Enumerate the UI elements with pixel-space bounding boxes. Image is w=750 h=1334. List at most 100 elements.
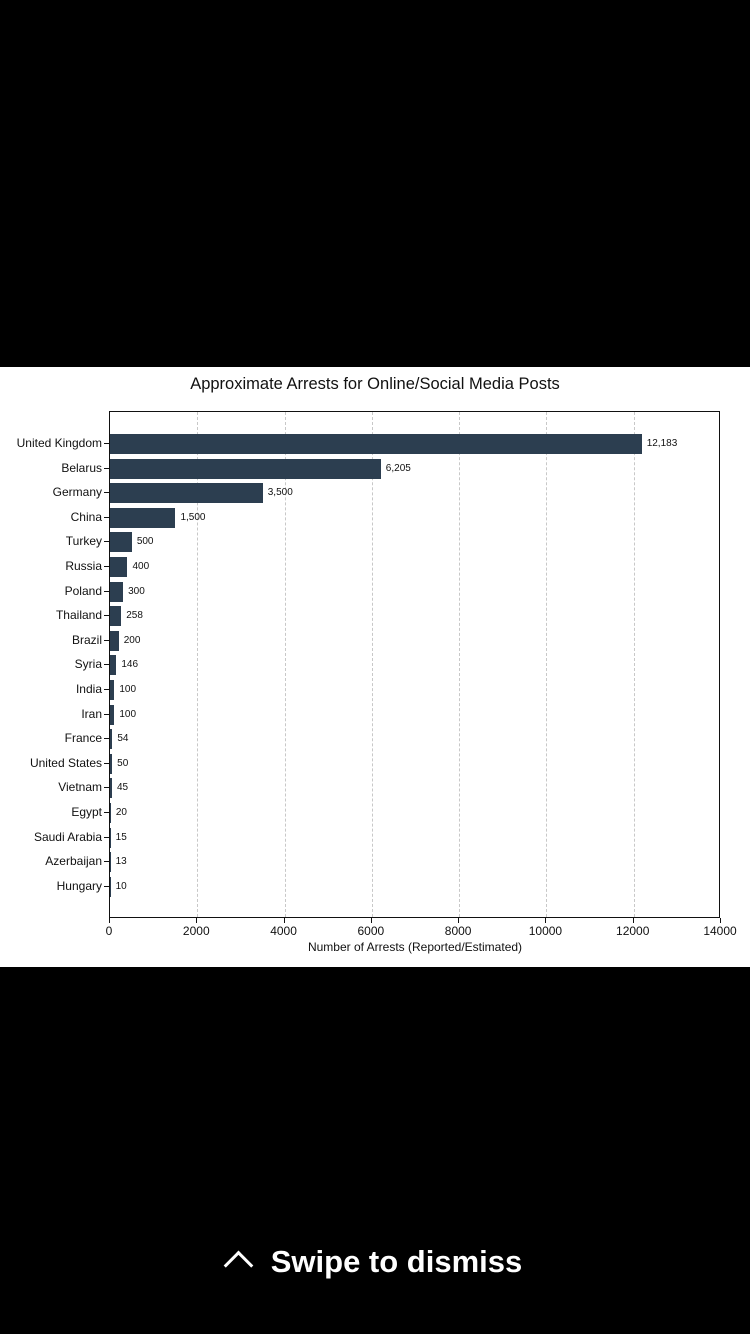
x-axis-label: Number of Arrests (Reported/Estimated) [307,940,523,954]
y-tick [104,762,109,764]
x-tick [283,918,285,923]
x-tick [109,918,110,923]
bar [110,434,642,454]
y-tick [104,590,109,592]
bar [110,876,111,897]
x-tick [458,918,460,923]
y-tick [104,541,109,543]
bar [110,803,111,823]
bar-value-label: 3,500 [267,487,293,499]
x-tick-label: 8000 [444,924,472,938]
bar [110,852,111,873]
y-tick-label: China [70,509,102,524]
bar-value-label: 1,500 [180,511,206,523]
y-tick-label: Germany [52,485,102,500]
bar [110,704,115,725]
y-tick-label: Turkey [65,534,102,549]
bar-value-label: 200 [123,634,141,646]
bar [110,483,263,504]
y-tick [104,443,109,444]
bar-value-label: 45 [116,782,129,794]
y-tick-label: United Kingdom [16,436,102,450]
gridline [459,412,461,917]
bar-value-label: 20 [115,807,127,818]
bar-value-label: 100 [119,684,137,695]
x-tick-label: 6000 [357,924,385,938]
y-tick-label: Egypt [71,805,102,819]
y-tick-label: Saudi Arabia [33,829,102,844]
bar-value-label: 15 [115,831,127,843]
y-tick [104,467,109,469]
swipe-to-dismiss-button[interactable]: Swipe to dismiss [0,1244,750,1281]
y-tick [104,689,109,690]
bar-value-label: 10 [115,880,127,892]
x-tick-label: 4000 [270,924,297,938]
x-tick-label: 10000 [528,924,563,938]
y-tick-label: Poland [64,583,102,598]
y-tick-label: India [75,682,102,696]
y-tick [104,861,109,863]
gridline [633,412,635,917]
bar-value-label: 54 [117,733,129,745]
plot-area: 12,183 6,205 3,500 1,500 500 400 300 258 200 146 1… [109,411,720,918]
bar [110,753,113,774]
y-tick [104,639,109,641]
y-tick [104,664,109,666]
bar [110,458,381,479]
bar-value-label: 6,205 [385,462,411,474]
y-tick [104,787,109,789]
bar [110,606,122,627]
x-tick [370,918,372,923]
y-tick [104,812,109,813]
gridline [546,412,548,917]
x-tick [720,918,721,923]
y-tick-label: Syria [74,657,102,672]
bar-value-label: 100 [119,708,137,720]
y-tick-label: Belarus [61,460,102,475]
bar [110,581,124,602]
bar-value-label: 300 [128,585,145,597]
bar-value-label: 400 [132,561,150,572]
bar-value-label: 12,183 [646,438,678,449]
x-tick-label: 0 [105,924,113,938]
y-tick-label: Thailand [55,608,102,623]
bar [110,655,117,676]
bar [110,532,132,553]
bar [110,507,176,528]
y-tick [104,566,109,567]
bar-value-label: 146 [121,659,139,671]
chart-title: Approximate Arrests for Online/Social Me… [190,375,560,393]
y-tick-label: Hungary [56,878,102,893]
bar [110,557,128,577]
x-tick [196,918,198,923]
bar-value-label: 50 [117,757,129,769]
y-tick [104,738,109,740]
gridline [284,412,286,917]
y-tick-label: Brazil [71,632,102,647]
x-tick-label: 14000 [703,924,737,938]
y-tick [104,885,109,887]
bar [110,827,111,848]
y-tick-label: Vietnam [58,780,102,795]
dismiss-label: Swipe to dismiss [270,1244,523,1279]
bar [110,778,112,799]
y-tick-label: Azerbaijan [45,854,102,869]
bar-value-label: 13 [115,856,127,868]
y-tick [104,516,109,518]
gridline [371,412,373,917]
x-tick-label: 12000 [616,924,650,938]
bar-value-label: 500 [136,536,154,548]
bar-value-label: 258 [126,610,143,622]
chart-image: Approximate Arrests for Online/Social Me… [0,367,750,967]
y-tick-label: Iran [81,706,102,721]
x-tick [545,918,547,923]
bar [110,680,115,700]
y-tick-label: Russia [65,559,102,573]
y-tick [104,492,109,494]
gridline [197,412,199,917]
x-tick [632,918,634,923]
y-tick [104,713,109,715]
x-tick-label: 2000 [182,924,210,938]
bar [110,729,113,750]
y-tick [104,836,109,838]
